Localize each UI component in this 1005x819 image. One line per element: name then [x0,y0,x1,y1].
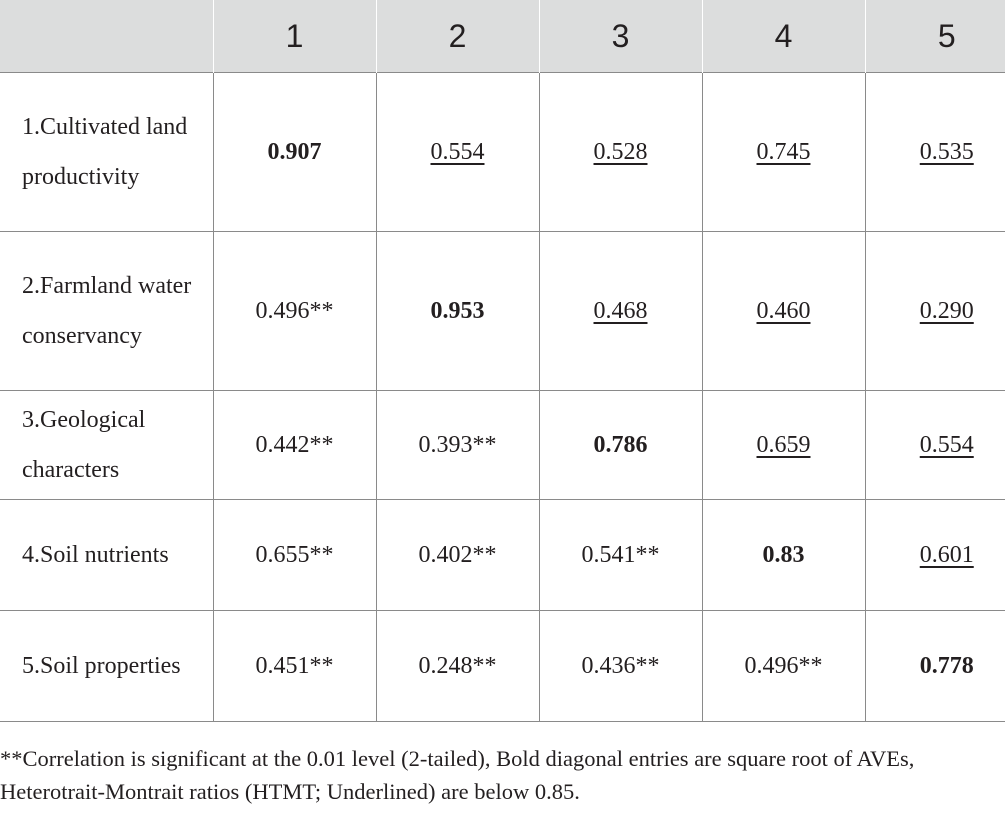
header-cell-5: 5 [864,0,1005,73]
diagonal-cell: 0.907 [212,72,377,232]
correlation-table: 1 2 3 4 5 1.Cultivated land productivity… [0,0,1005,722]
correlation-cell: 0.496** [212,231,377,391]
htmt-value: 0.290 [919,297,974,324]
htmt-cell: 0.535 [864,72,1005,232]
htmt-value: 0.659 [756,431,811,458]
htmt-cell: 0.554 [375,72,540,232]
table-row: 2.Farmland water conservancy 0.496** 0.9… [0,231,1005,391]
htmt-cell: 0.745 [701,72,866,232]
header-cell-2: 2 [375,0,539,73]
correlation-cell: 0.393** [375,390,540,500]
table-footnote: **Correlation is significant at the 0.01… [0,746,915,804]
htmt-value: 0.468 [593,297,648,324]
htmt-value: 0.554 [919,431,974,458]
correlation-cell: 0.541** [538,499,703,611]
diagonal-cell: 0.953 [375,231,540,391]
correlation-cell: 0.496** [701,610,866,722]
header-cell-corner [0,0,213,73]
table-row: 5.Soil properties 0.451** 0.248** 0.436*… [0,610,1005,722]
row-label: 1.Cultivated land productivity [0,72,214,232]
diagonal-cell: 0.786 [538,390,703,500]
htmt-cell: 0.290 [864,231,1005,391]
header-row: 1 2 3 4 5 [0,0,1005,73]
row-label: 2.Farmland water conservancy [0,231,214,391]
htmt-cell: 0.554 [864,390,1005,500]
htmt-value: 0.535 [919,138,974,165]
correlation-cell: 0.402** [375,499,540,611]
row-label: 3.Geological characters [0,390,214,500]
row-label: 5.Soil properties [0,610,214,722]
table-row: 4.Soil nutrients 0.655** 0.402** 0.541**… [0,499,1005,611]
htmt-value: 0.554 [430,138,485,165]
htmt-cell: 0.659 [701,390,866,500]
correlation-cell: 0.436** [538,610,703,722]
table-row: 1.Cultivated land productivity 0.907 0.5… [0,72,1005,232]
correlation-cell: 0.248** [375,610,540,722]
row-label: 4.Soil nutrients [0,499,214,611]
htmt-value: 0.745 [756,138,811,165]
diagonal-cell: 0.83 [701,499,866,611]
correlation-cell: 0.442** [212,390,377,500]
header-cell-4: 4 [701,0,865,73]
htmt-cell: 0.460 [701,231,866,391]
table-row: 3.Geological characters 0.442** 0.393** … [0,390,1005,500]
htmt-cell: 0.601 [864,499,1005,611]
htmt-value: 0.528 [593,138,648,165]
header-cell-1: 1 [212,0,376,73]
htmt-cell: 0.468 [538,231,703,391]
correlation-cell: 0.655** [212,499,377,611]
htmt-cell: 0.528 [538,72,703,232]
correlation-cell: 0.451** [212,610,377,722]
htmt-value: 0.460 [756,297,811,324]
header-cell-3: 3 [538,0,702,73]
htmt-value: 0.601 [919,541,974,568]
diagonal-cell: 0.778 [864,610,1005,722]
